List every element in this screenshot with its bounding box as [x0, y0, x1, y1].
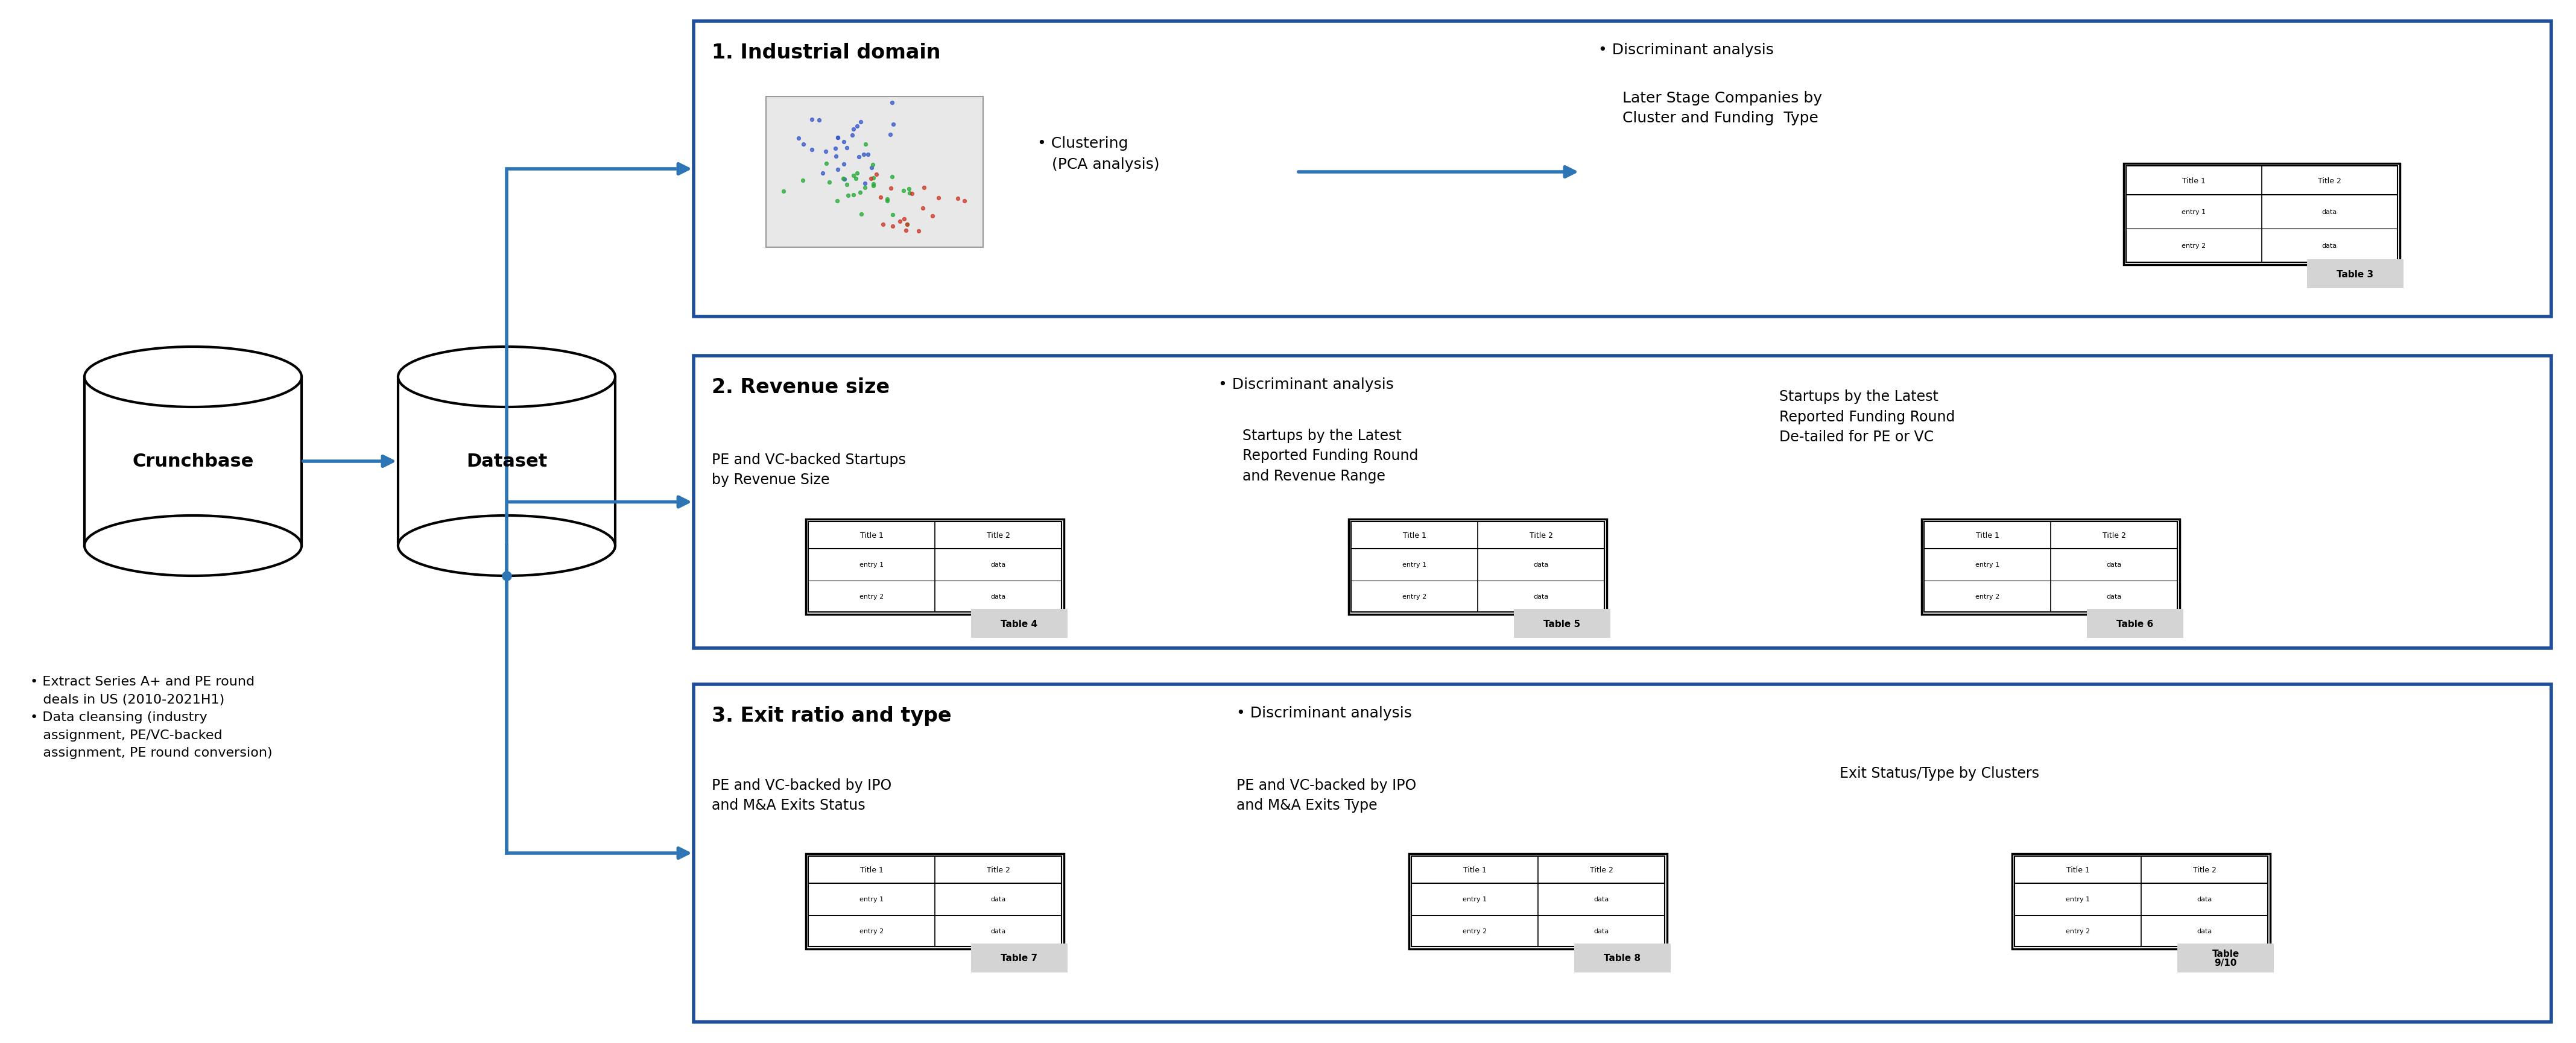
Bar — [765, 97, 984, 247]
Point — [817, 193, 858, 210]
Point — [783, 172, 824, 189]
Point — [762, 184, 804, 200]
Text: PE and VC-backed by IPO
and M&A Exits Status: PE and VC-backed by IPO and M&A Exits St… — [711, 778, 891, 812]
Text: data: data — [992, 562, 1005, 567]
Text: Later Stage Companies by
Cluster and Funding  Type: Later Stage Companies by Cluster and Fun… — [1623, 91, 1821, 125]
Point — [853, 170, 894, 187]
Text: Table 3: Table 3 — [2336, 270, 2372, 278]
Point — [871, 218, 912, 235]
Point — [855, 166, 896, 183]
Text: data: data — [1533, 562, 1548, 567]
Text: Title 2: Title 2 — [987, 532, 1010, 539]
Bar — [2177, 944, 2275, 972]
Text: PE and VC-backed Startups
by Revenue Size: PE and VC-backed Startups by Revenue Siz… — [711, 453, 907, 487]
Text: PE and VC-backed by IPO
and M&A Exits Type: PE and VC-backed by IPO and M&A Exits Ty… — [1236, 778, 1417, 812]
Text: Title 1: Title 1 — [1976, 532, 1999, 539]
Text: Title 1: Title 1 — [2066, 866, 2089, 874]
Point — [832, 168, 873, 185]
Bar — [693, 22, 2550, 317]
Point — [778, 130, 819, 147]
Point — [884, 211, 925, 227]
Point — [853, 177, 894, 194]
Bar — [809, 856, 1061, 947]
Point — [871, 95, 912, 112]
Text: Table 4: Table 4 — [1002, 620, 1038, 628]
Point — [814, 140, 855, 156]
Text: Title 2: Title 2 — [1589, 866, 1613, 874]
Bar — [2123, 164, 2401, 265]
Point — [832, 127, 873, 144]
Text: Title 2: Title 2 — [987, 866, 1010, 874]
Text: entry 2: entry 2 — [1401, 593, 1427, 600]
Point — [837, 149, 878, 166]
Text: entry 2: entry 2 — [2182, 243, 2205, 249]
Text: Title 1: Title 1 — [2182, 177, 2205, 185]
Point — [886, 217, 927, 234]
Text: entry 2: entry 2 — [2066, 928, 2089, 933]
Point — [866, 191, 907, 208]
Point — [848, 147, 889, 164]
Bar — [2125, 166, 2398, 263]
Text: • Clustering
   (PCA analysis): • Clustering (PCA analysis) — [1038, 137, 1159, 172]
Point — [943, 193, 984, 210]
Point — [891, 186, 933, 202]
Bar — [2087, 609, 2184, 638]
Point — [878, 214, 920, 231]
Text: • Discriminant analysis: • Discriminant analysis — [1597, 43, 1775, 57]
Bar — [1574, 944, 1672, 972]
Point — [817, 129, 858, 146]
Text: data: data — [1595, 928, 1610, 933]
Text: data: data — [2197, 896, 2213, 902]
Point — [799, 112, 840, 128]
Point — [863, 216, 904, 233]
Text: data: data — [2321, 243, 2336, 249]
Text: entry 1: entry 1 — [1976, 562, 1999, 567]
Text: Exit Status/Type by Clusters: Exit Status/Type by Clusters — [1839, 766, 2040, 780]
Bar — [1350, 522, 1605, 612]
Text: Title 1: Title 1 — [1463, 866, 1486, 874]
Point — [840, 185, 881, 201]
Text: entry 2: entry 2 — [1976, 593, 1999, 600]
Bar — [2308, 260, 2403, 289]
Bar — [1922, 519, 2179, 614]
Text: data: data — [992, 928, 1005, 933]
Point — [827, 176, 868, 193]
Point — [871, 169, 912, 186]
Text: data: data — [2197, 928, 2213, 933]
Bar — [971, 609, 1066, 638]
Point — [814, 148, 855, 165]
Text: Title 2: Title 2 — [1530, 532, 1553, 539]
Bar — [2014, 856, 2267, 947]
Text: Table 5: Table 5 — [1543, 620, 1582, 628]
Point — [871, 180, 912, 197]
Polygon shape — [399, 378, 616, 545]
Point — [912, 209, 953, 225]
Point — [845, 137, 886, 153]
Point — [860, 190, 902, 207]
Point — [917, 190, 958, 207]
Text: data: data — [2107, 593, 2123, 600]
Text: Crunchbase: Crunchbase — [131, 453, 252, 470]
Text: entry 2: entry 2 — [1463, 928, 1486, 933]
Text: • Extract Series A+ and PE round
   deals in US (2010-2021H1)
• Data cleansing (: • Extract Series A+ and PE round deals i… — [31, 676, 273, 759]
Point — [835, 171, 876, 188]
Ellipse shape — [85, 516, 301, 576]
Bar — [1350, 519, 1607, 614]
Bar — [2012, 854, 2269, 949]
Bar — [806, 854, 1064, 949]
Point — [824, 135, 866, 151]
Text: entry 2: entry 2 — [860, 928, 884, 933]
Text: entry 1: entry 1 — [2066, 896, 2089, 902]
Text: • Discriminant analysis: • Discriminant analysis — [1236, 705, 1412, 720]
Point — [938, 191, 979, 208]
Text: Title 1: Title 1 — [860, 866, 884, 874]
Text: Table 7: Table 7 — [1002, 953, 1038, 963]
Point — [845, 175, 886, 192]
Bar — [1515, 609, 1610, 638]
Point — [886, 222, 927, 239]
Polygon shape — [85, 378, 301, 545]
Point — [824, 171, 866, 188]
Point — [791, 112, 832, 128]
Text: Startups by the Latest
Reported Funding Round
and Revenue Range: Startups by the Latest Reported Funding … — [1242, 429, 1419, 483]
Text: Table
9/10: Table 9/10 — [2213, 949, 2239, 967]
